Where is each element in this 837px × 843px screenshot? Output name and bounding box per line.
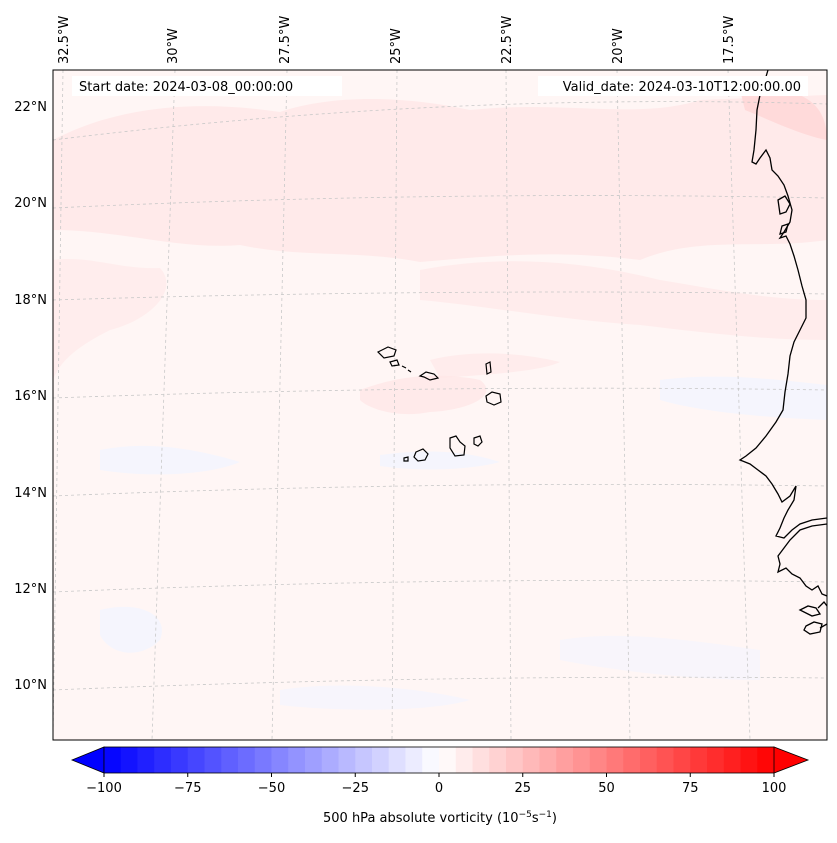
colorbar-label-exp2: −1 xyxy=(539,810,552,820)
colorbar-min-extend-arrow xyxy=(70,746,105,774)
colorbar-segment xyxy=(740,747,758,773)
colorbar-segment xyxy=(305,747,323,773)
colorbar-segment xyxy=(589,747,607,773)
lat-label-10n: 10°N xyxy=(14,678,47,693)
colorbar-segment xyxy=(707,747,725,773)
colorbar-segment xyxy=(388,747,406,773)
longitude-labels: 32.5°W 30°W 27.5°W 25°W 22.5°W 20°W 17.5… xyxy=(57,16,737,64)
colorbar-segment xyxy=(455,747,473,773)
map-frame xyxy=(52,69,828,741)
lat-label-18n: 18°N xyxy=(14,293,47,308)
lat-label-22n: 22°N xyxy=(14,100,47,115)
colorbar-segment xyxy=(489,747,507,773)
lat-label-20n: 20°N xyxy=(14,196,47,211)
colorbar-segment xyxy=(104,747,122,773)
colorbar-segment xyxy=(120,747,138,773)
colorbar-tick-label: −100 xyxy=(86,781,122,796)
colorbar: −100 −75 −50 −25 0 25 50 75 100 500 hPa absolute… xyxy=(70,746,810,826)
lat-label-12n: 12°N xyxy=(14,582,47,597)
colorbar-label-exp1: −5 xyxy=(519,810,532,820)
latitude-labels: 22°N 20°N 18°N 16°N 14°N 12°N 10°N xyxy=(14,100,47,693)
positive-vorticity-patches xyxy=(53,88,827,415)
colorbar-segments xyxy=(104,747,775,773)
colorbar-segment xyxy=(422,747,440,773)
graticule xyxy=(53,70,827,740)
lon-label-25w: 25°W xyxy=(389,28,404,64)
start-date-box xyxy=(72,76,342,96)
lon-label-27-5w: 27.5°W xyxy=(278,16,293,64)
colorbar-segment xyxy=(539,747,557,773)
valid-date-label: Valid_date: 2024-03-10T12:00:00.00 xyxy=(563,80,801,95)
colorbar-segment xyxy=(472,747,490,773)
colorbar-segment xyxy=(288,747,306,773)
cape-verde-islands xyxy=(376,346,502,462)
colorbar-segment xyxy=(238,747,256,773)
colorbar-segment xyxy=(338,747,356,773)
colorbar-segment xyxy=(556,747,574,773)
colorbar-segment xyxy=(690,747,708,773)
start-date-label: Start date: 2024-03-08_00:00:00 xyxy=(79,80,293,95)
colorbar-segment xyxy=(522,747,540,773)
colorbar-segment xyxy=(372,747,390,773)
colorbar-segment xyxy=(640,747,658,773)
colorbar-segment xyxy=(154,747,172,773)
colorbar-ticks: −100 −75 −50 −25 0 25 50 75 100 xyxy=(86,773,786,796)
colorbar-tick-label: 0 xyxy=(435,781,443,796)
colorbar-segment xyxy=(271,747,289,773)
colorbar-segment xyxy=(757,747,775,773)
colorbar-segment xyxy=(221,747,239,773)
colorbar-segment xyxy=(656,747,674,773)
colorbar-max-extend-arrow xyxy=(773,746,810,774)
colorbar-segment xyxy=(439,747,457,773)
valid-date-box xyxy=(538,76,808,96)
colorbar-segment xyxy=(137,747,155,773)
colorbar-segment xyxy=(254,747,272,773)
map-panel: Start date: 2024-03-08_00:00:00 Valid_da… xyxy=(53,70,827,740)
colorbar-segment xyxy=(623,747,641,773)
colorbar-segment xyxy=(506,747,524,773)
lon-label-32-5w: 32.5°W xyxy=(57,16,72,64)
colorbar-tick-label: 50 xyxy=(598,781,615,796)
lon-label-20w: 20°W xyxy=(611,28,626,64)
colorbar-tick-label: −75 xyxy=(174,781,201,796)
colorbar-segment xyxy=(405,747,423,773)
colorbar-tick-label: −25 xyxy=(342,781,369,796)
colorbar-segment xyxy=(171,747,189,773)
colorbar-segment xyxy=(606,747,624,773)
lon-label-30w: 30°W xyxy=(166,28,181,64)
colorbar-segment xyxy=(355,747,373,773)
negative-vorticity-patches xyxy=(100,376,827,710)
colorbar-tick-label: 100 xyxy=(762,781,787,796)
colorbar-segment xyxy=(187,747,205,773)
colorbar-segment xyxy=(723,747,741,773)
colorbar-label-end: ) xyxy=(552,811,557,826)
colorbar-label: 500 hPa absolute vorticity (10−5s−1) xyxy=(323,810,557,826)
lon-label-17-5w: 17.5°W xyxy=(722,16,737,64)
colorbar-segment xyxy=(321,747,339,773)
lon-label-22-5w: 22.5°W xyxy=(500,16,515,64)
colorbar-segment xyxy=(673,747,691,773)
africa-coastline xyxy=(738,70,827,635)
colorbar-tick-label: −50 xyxy=(258,781,285,796)
lat-label-16n: 16°N xyxy=(14,389,47,404)
lat-label-14n: 14°N xyxy=(14,486,47,501)
colorbar-segment xyxy=(573,747,591,773)
colorbar-tick-label: 25 xyxy=(514,781,531,796)
colorbar-tick-label: 75 xyxy=(682,781,699,796)
colorbar-segment xyxy=(204,747,222,773)
colorbar-label-unit: s xyxy=(532,811,539,826)
